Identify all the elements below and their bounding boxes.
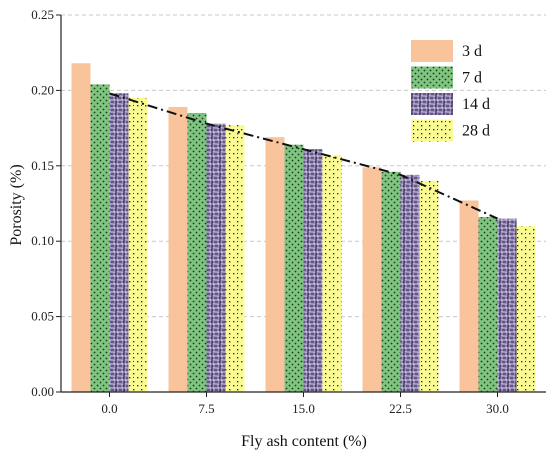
bar [322,155,342,392]
bar [419,180,439,392]
x-tick-label: 30.0 [486,401,509,416]
legend-label: 3 d [462,43,482,60]
y-tick-label: 0.00 [31,384,54,399]
bar [478,217,498,392]
y-tick-labels: 0.00 0.05 0.10 0.15 0.20 0.25 [31,7,54,399]
x-tick-label: 0.0 [101,401,117,416]
x-axis-title: Fly ash content (%) [241,433,367,450]
x-tick-label: 7.5 [198,401,214,416]
x-tick-label: 15.0 [292,401,315,416]
y-tick-label: 0.25 [31,7,54,22]
y-tick-label: 0.10 [31,233,54,248]
bar [109,93,129,392]
bar [187,113,207,393]
legend-swatch [411,93,453,115]
bar [90,84,110,393]
bar [284,144,304,392]
bar [168,106,188,392]
bar [516,226,536,392]
trend-line [109,92,498,220]
legend-label: 14 d [462,96,490,113]
legend-label: 28 d [462,123,490,140]
bar [362,167,382,392]
bar [381,171,401,392]
bar [497,218,517,392]
y-tick-label: 0.15 [31,158,54,173]
legend-swatch [411,119,453,142]
x-tick-label: 22.5 [389,401,412,416]
trend-line-group [109,92,498,220]
x-tick-labels: 0.0 7.5 15.0 22.5 30.0 [101,401,509,416]
legend-label: 7 d [462,70,482,87]
bar [206,123,226,393]
legend: 3 d 7 d 14 d 28 d [411,40,490,142]
legend-swatch [411,66,453,89]
bar [265,137,285,392]
legend-swatch [411,40,453,62]
bar [459,200,479,392]
bar [303,149,323,392]
axes [56,14,546,397]
bar [400,174,420,392]
y-tick-label: 0.05 [31,309,54,324]
bars [71,63,536,393]
bar [225,125,245,393]
y-tick-label: 0.20 [31,82,54,97]
bar [71,63,91,392]
y-axis-title: Porosity (%) [8,164,25,245]
bar [128,97,148,392]
